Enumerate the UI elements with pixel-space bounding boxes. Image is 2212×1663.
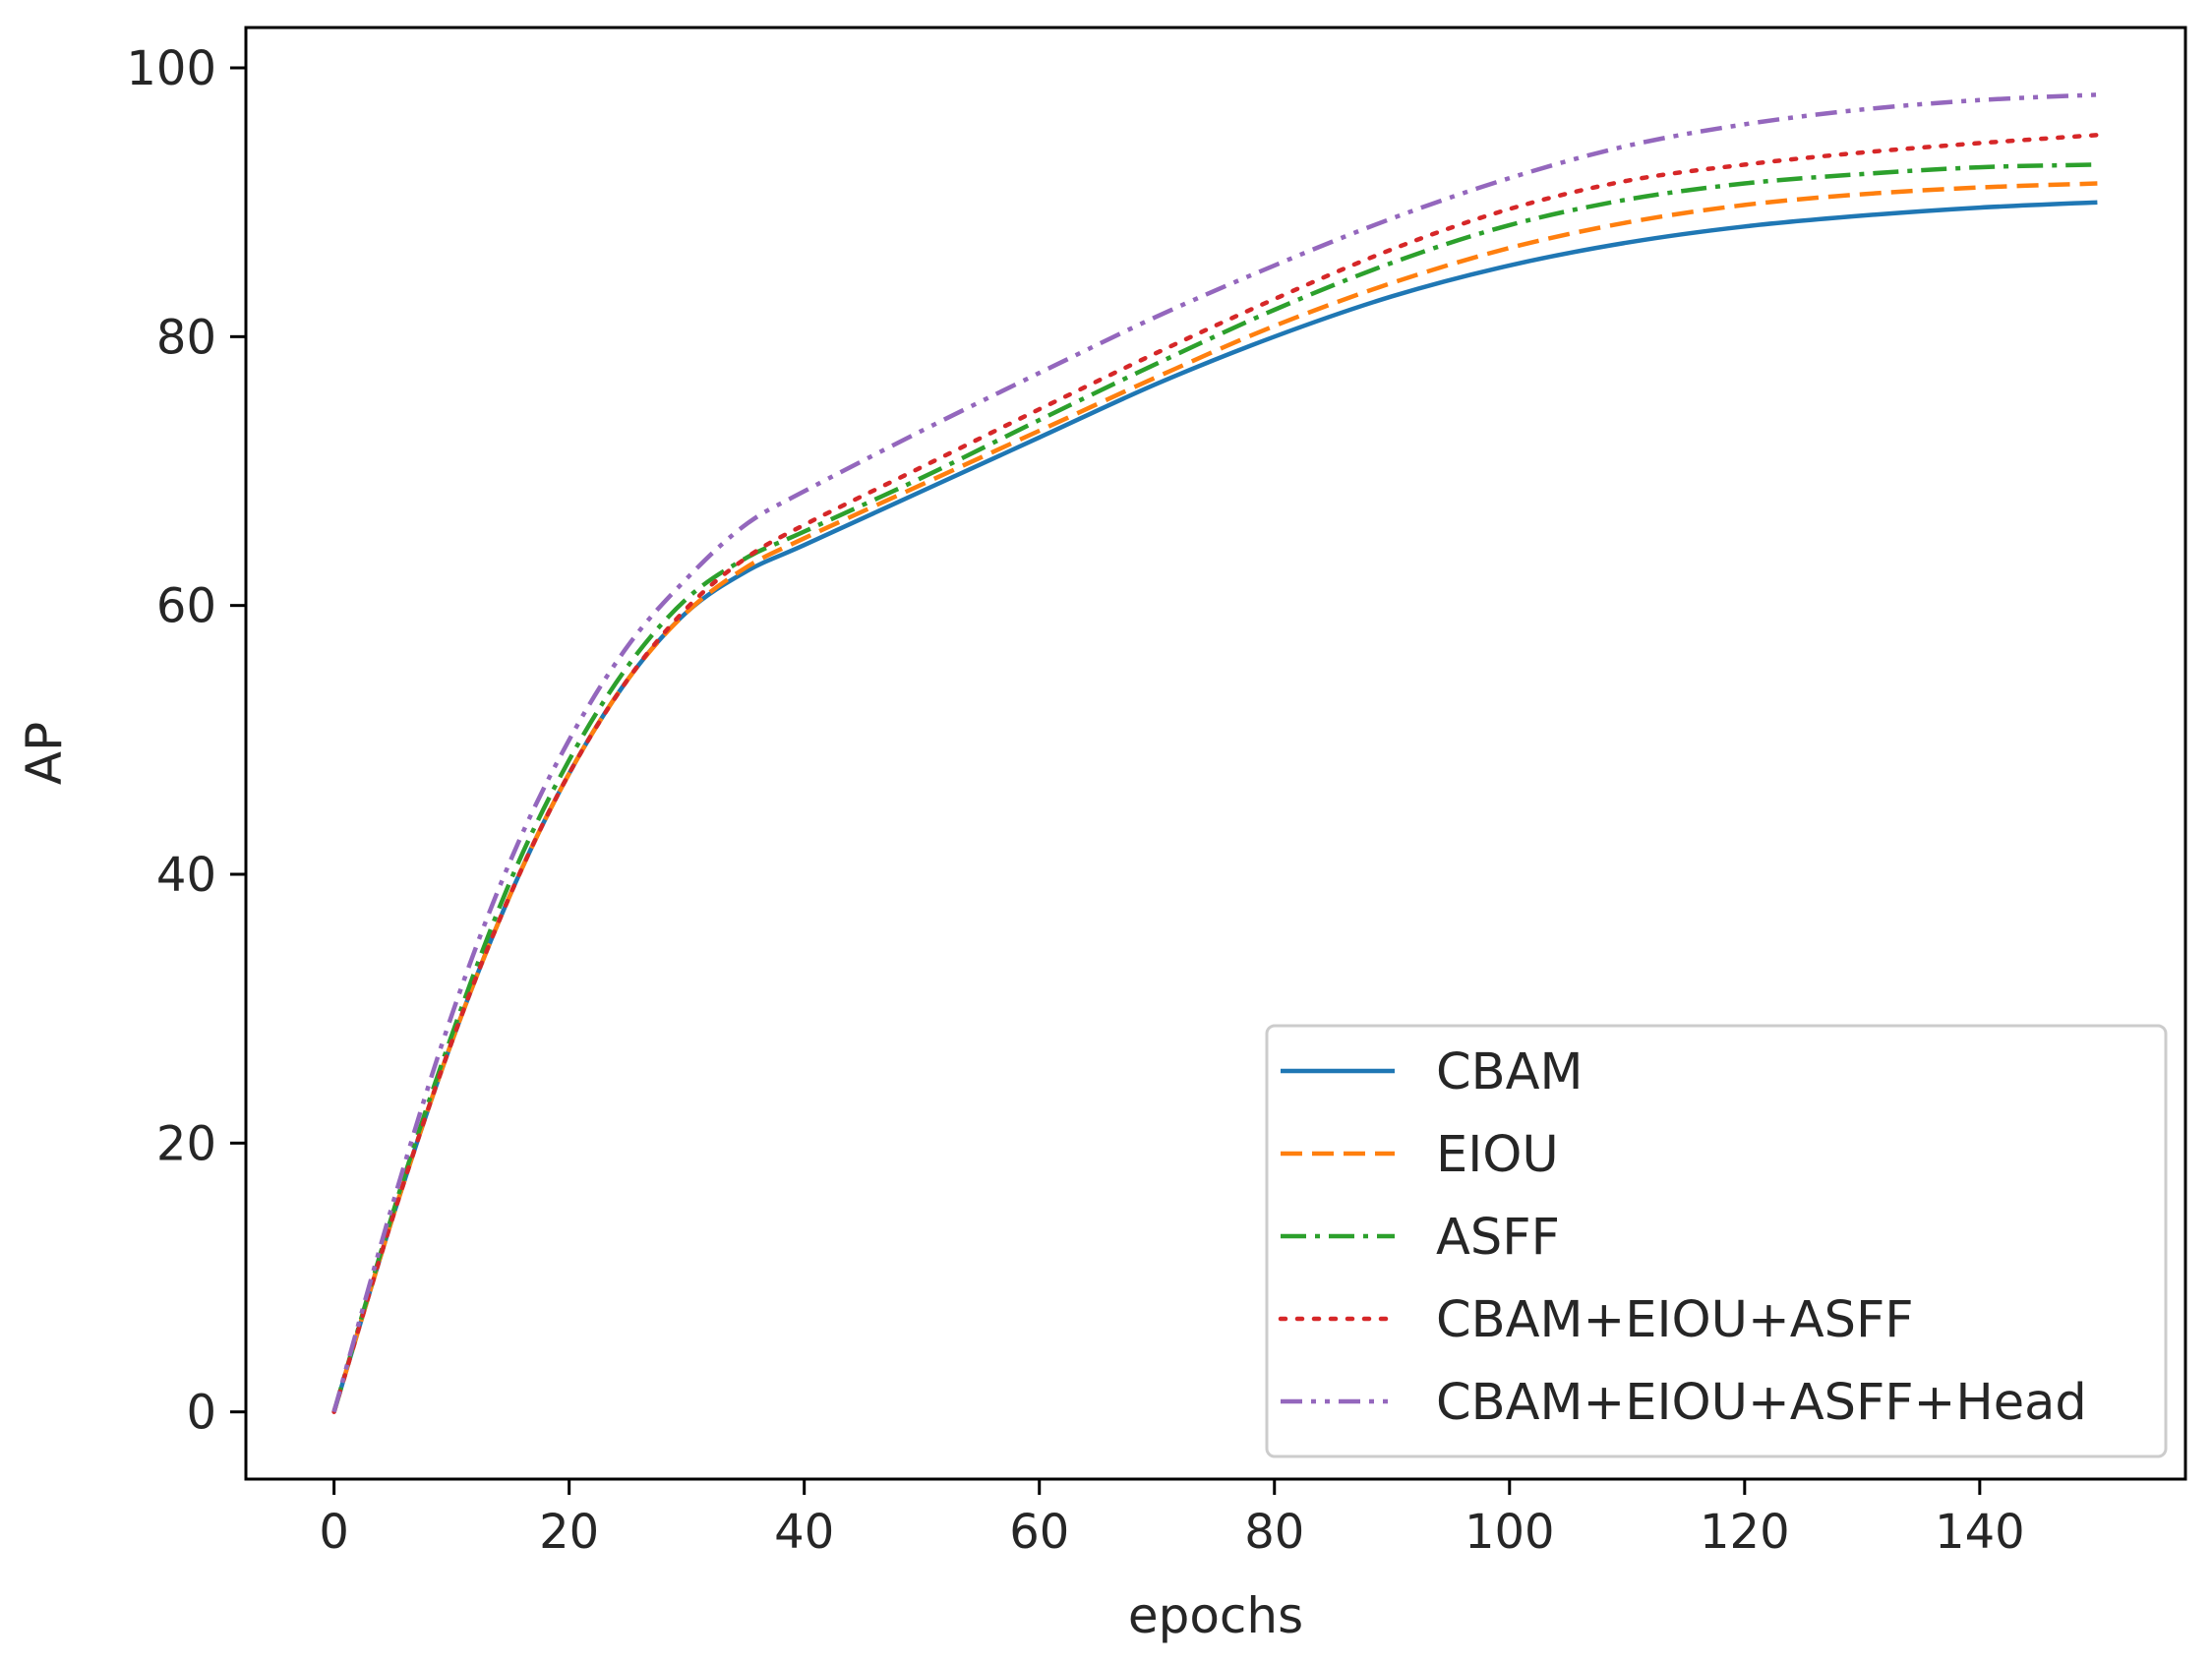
y-axis-label: AP <box>16 722 73 785</box>
legend-label: CBAM <box>1436 1043 1584 1101</box>
x-axis-ticks: 0 20 40 60 80 100 120 140 <box>319 1479 2025 1560</box>
y-tick-label: 100 <box>126 41 216 96</box>
series-line-4 <box>331 92 2098 1413</box>
y-tick-label: 20 <box>156 1116 216 1171</box>
legend-box <box>1265 1024 2168 1458</box>
legend-label: EIOU <box>1436 1126 1559 1184</box>
x-tick-label: 40 <box>774 1505 834 1560</box>
series-line-1 <box>331 181 2098 1413</box>
x-axis-label: epochs <box>1128 1587 1303 1644</box>
series-line-2 <box>331 162 2098 1413</box>
x-tick-label: 140 <box>1935 1505 2025 1560</box>
legend-label: CBAM+EIOU+ASFF <box>1436 1291 1914 1349</box>
series-line-3 <box>331 133 2100 1414</box>
series-lines <box>331 92 2100 1414</box>
legend: CBAM EIOU ASFF CBAM+EIOU+ASFF CBAM+EIOU+ASFF… <box>1265 1024 2168 1458</box>
x-tick-label: 120 <box>1700 1505 1790 1560</box>
x-tick-label: 0 <box>319 1505 349 1560</box>
plot-frame <box>244 26 2187 1481</box>
legend-label: CBAM+EIOU+ASFF+Head <box>1436 1374 2087 1432</box>
y-tick-label: 80 <box>156 310 216 365</box>
y-axis-ticks: 0 20 40 60 80 100 <box>126 41 246 1441</box>
y-tick-label: 40 <box>156 848 216 903</box>
y-tick-label: 60 <box>156 579 216 634</box>
x-tick-label: 80 <box>1244 1505 1304 1560</box>
x-tick-label: 20 <box>539 1505 599 1560</box>
x-tick-label: 100 <box>1465 1505 1555 1560</box>
x-tick-label: 60 <box>1009 1505 1069 1560</box>
y-tick-label: 0 <box>186 1386 216 1441</box>
legend-label: ASFF <box>1436 1209 1560 1267</box>
